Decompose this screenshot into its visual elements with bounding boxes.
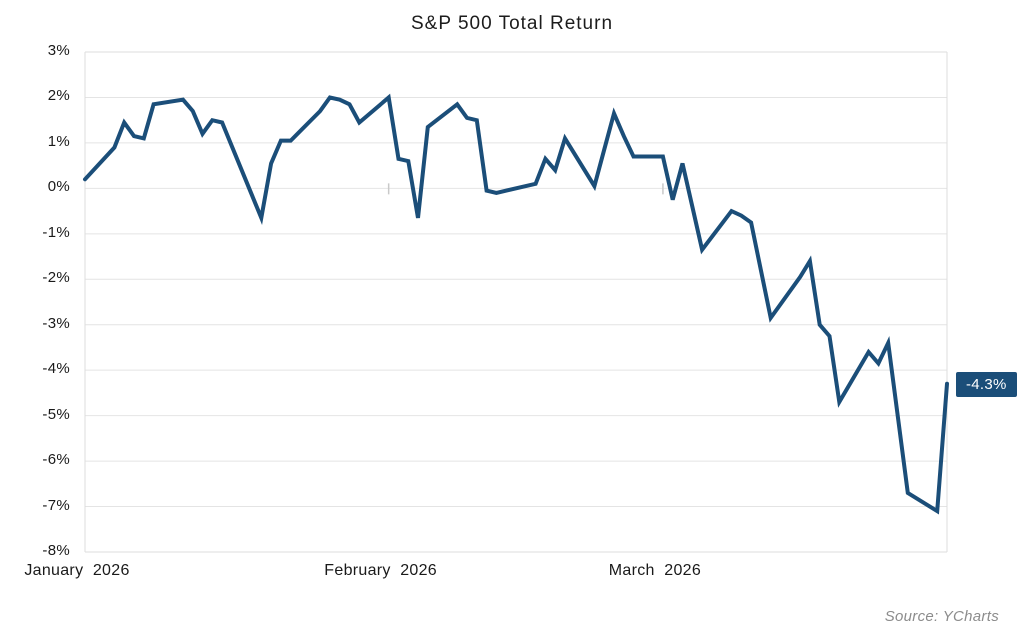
x-axis-label: February 2026 (324, 562, 438, 579)
y-axis-label: 0% (47, 178, 70, 196)
x-axis-label: January 2026 (24, 562, 130, 579)
y-axis-label: -8% (42, 542, 70, 559)
chart-title: S&P 500 Total Return (410, 13, 614, 34)
y-axis-label: -7% (42, 496, 70, 514)
total-return-line (83, 93, 949, 515)
y-axis-label: -4% (42, 360, 70, 378)
y-axis-label: -5% (42, 405, 70, 423)
y-axis-label: 3% (47, 42, 70, 59)
y-axis-label: -2% (42, 269, 70, 287)
last-value-badge: -4.3% (956, 371, 1017, 397)
y-axis-label: 1% (47, 132, 70, 150)
x-axis-label: March 2026 (608, 562, 702, 579)
source-attribution: Source: YCharts (884, 608, 999, 625)
y-axis-label: -1% (42, 223, 70, 241)
y-axis-label: 2% (47, 87, 70, 105)
y-axis-label: -6% (42, 451, 70, 469)
y-axis-label: -3% (42, 314, 70, 332)
